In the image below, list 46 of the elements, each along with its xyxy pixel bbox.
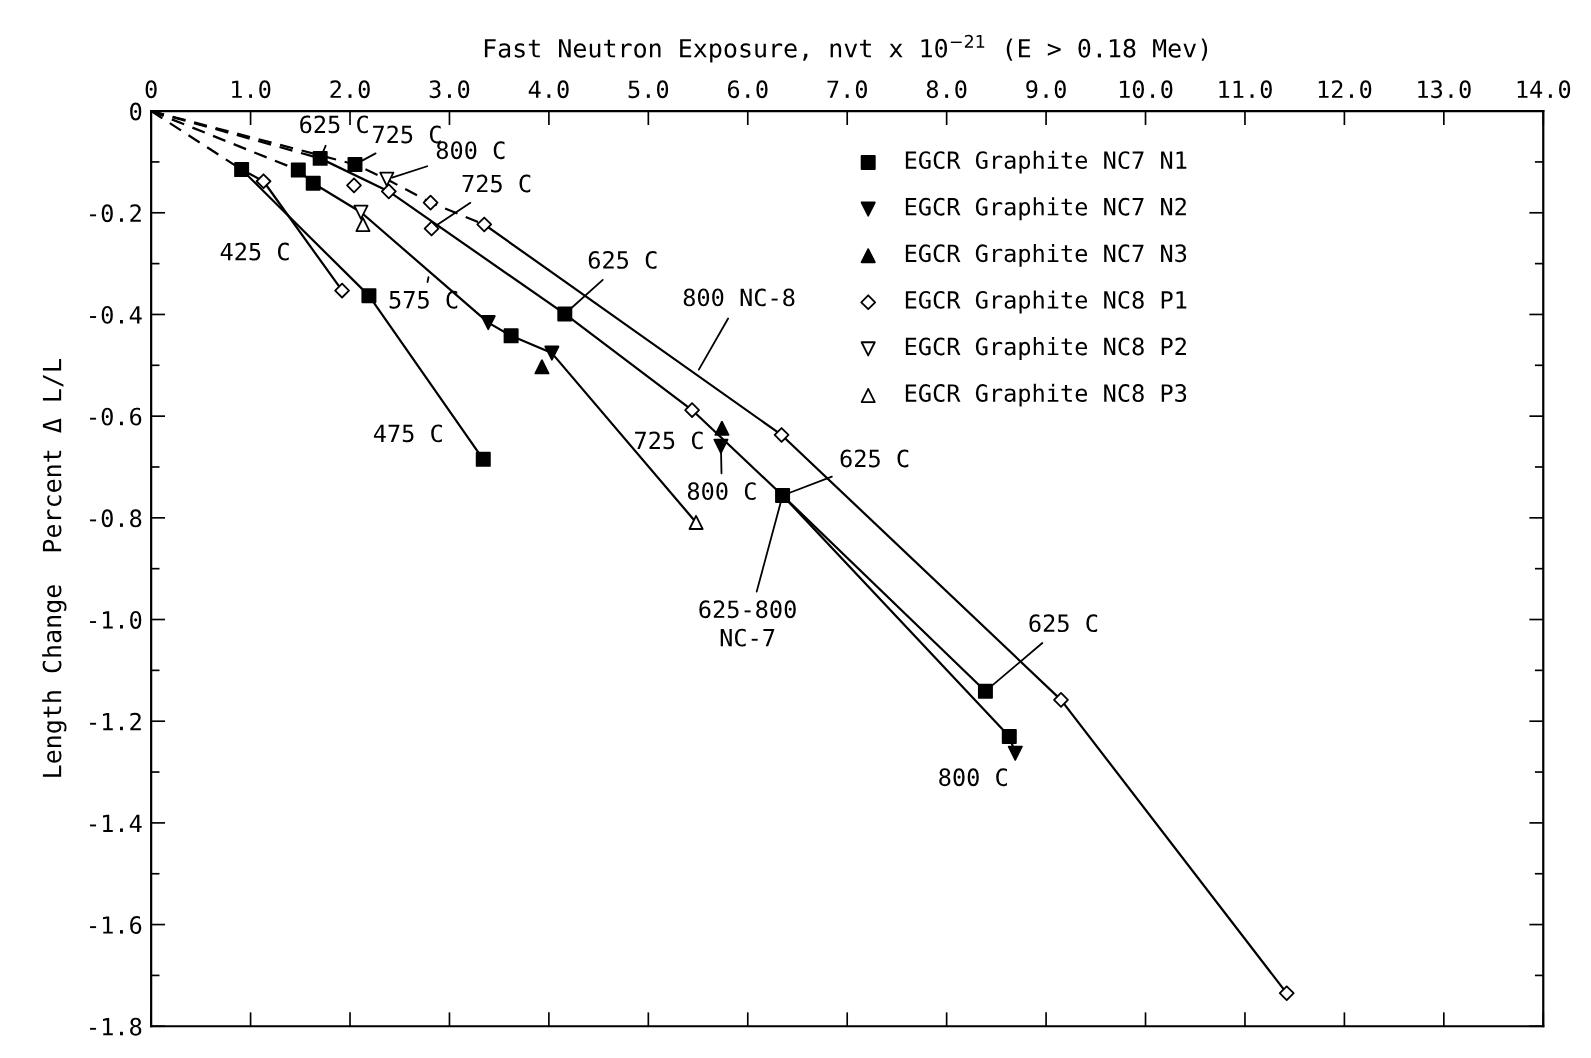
x-tick-label: 14.0 — [1517, 80, 1571, 99]
annotation: 800 NC-8 — [683, 288, 795, 307]
x-tick-label: 0 — [145, 80, 157, 99]
y-tick-label: -1.2 — [90, 712, 141, 731]
annotation: 725 C — [462, 174, 531, 193]
annotation: 625 C — [588, 251, 657, 269]
legend-label: EGCR Graphite NC7 N3 — [905, 243, 1187, 267]
y-tick-label: -0.6 — [90, 407, 142, 426]
y-tick-label: -1.0 — [90, 611, 142, 629]
x-tick-label: 9.0 — [1026, 80, 1066, 99]
y-tick-label: -1.4 — [90, 814, 142, 832]
x-tick-label: 5.0 — [628, 80, 669, 99]
x-tick-label: 8.0 — [926, 80, 967, 99]
annotation: 625 C — [300, 115, 368, 134]
y-tick-label: 0 — [130, 102, 142, 121]
y-tick-label: -0.4 — [90, 305, 142, 324]
x-tick-label: 2.0 — [330, 80, 370, 99]
annotation: 800 C — [939, 768, 1007, 787]
x-tick-label: 3.0 — [429, 80, 470, 99]
legend-label: EGCR Graphite NC7 N2 — [905, 197, 1186, 221]
x-tick-label: 12.0 — [1318, 80, 1372, 99]
x-tick-label: 1.0 — [232, 80, 271, 99]
x-tick-label: 4.0 — [528, 80, 569, 99]
annotation: 725 C — [635, 431, 703, 450]
y-tick-label: -1.8 — [90, 1017, 142, 1036]
y-axis-title: Length Change Percent Δ L/L — [42, 359, 67, 777]
annotation: 625-800 NC-7 — [699, 600, 796, 647]
annotation: 625 C — [840, 449, 909, 468]
x-tick-label: 11.0 — [1219, 80, 1272, 99]
annotation: 575 C — [389, 290, 458, 309]
x-tick-label: 6.0 — [727, 80, 768, 99]
x-tick-label: 13.0 — [1418, 80, 1471, 99]
annotation: 475 C — [373, 424, 442, 443]
legend-label: EGCR Graphite NC8 P1 — [905, 290, 1187, 314]
legend-label: EGCR Graphite NC8 P2 — [905, 337, 1186, 360]
y-tick-label: -1.6 — [90, 916, 142, 934]
annotation: 800 C — [687, 482, 756, 501]
text: Fast Neutron Exposure, nvt x 10$^{−21}$ (E > 0.18 Mev) — [484, 34, 1208, 63]
y-tick-label: -0.2 — [90, 204, 141, 223]
annotation: 625 C — [1029, 614, 1098, 633]
x-tick-label: 7.0 — [827, 80, 867, 99]
legend-label: EGCR Graphite NC7 N1 — [905, 150, 1187, 174]
y-tick-label: -0.8 — [90, 509, 142, 528]
legend-label: EGCR Graphite NC8 P3 — [905, 383, 1187, 407]
x-tick-label: 10.0 — [1119, 80, 1173, 99]
annotation: 425 C — [220, 242, 289, 261]
